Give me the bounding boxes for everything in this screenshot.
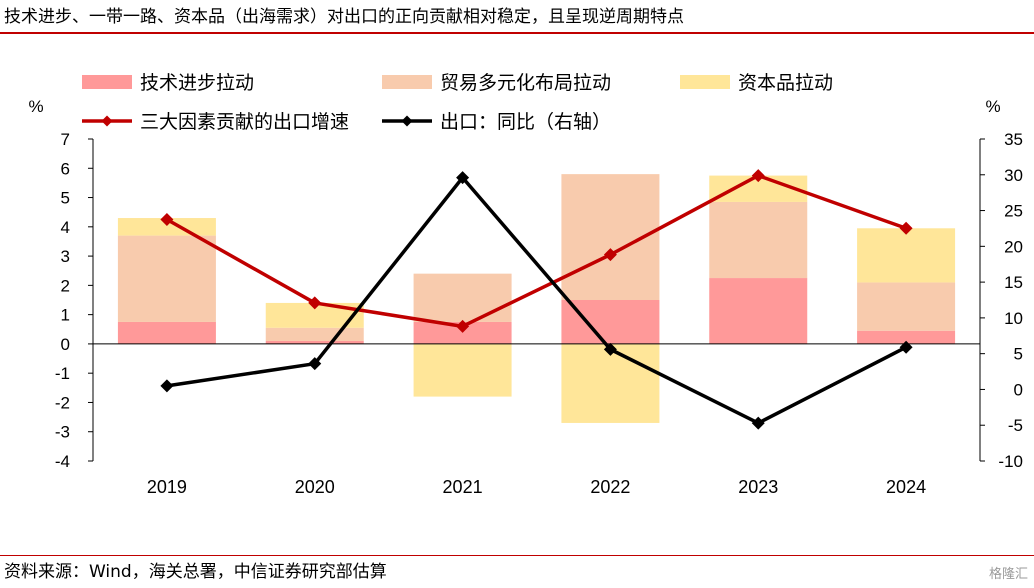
legend-label-出口：同比（右轴）: 出口：同比（右轴）: [440, 111, 611, 133]
marker-出口：同比（右轴）-2019: [160, 379, 174, 393]
bar-贸易多元化布局拉动-2024: [857, 282, 956, 331]
line-出口：同比（右轴）: [166, 175, 907, 425]
bar-资本品拉动-2021: [413, 343, 512, 397]
left-tick-label: 2: [61, 276, 70, 295]
line-三大因素贡献的出口增速: [166, 173, 907, 329]
legend-label-贸易多元化布局拉动: 贸易多元化布局拉动: [440, 72, 611, 94]
left-tick-label: 3: [61, 247, 70, 266]
marker-出口：同比（右轴）-2021: [456, 171, 470, 185]
source-divider: [0, 555, 1034, 556]
left-tick-label: 1: [61, 306, 70, 325]
right-tick-label: -5: [1008, 416, 1023, 435]
legend-marker-三大因素贡献的出口增速: [101, 115, 113, 127]
bar-贸易多元化布局拉动-2020: [265, 327, 364, 341]
x-tick-label-2021: 2021: [443, 477, 483, 497]
bar-资本品拉动-2024: [857, 228, 956, 283]
right-tick-label: 15: [1004, 273, 1023, 292]
legend-label-三大因素贡献的出口增速: 三大因素贡献的出口增速: [140, 111, 349, 133]
marker-出口：同比（右轴）-2020: [308, 357, 322, 371]
marker-三大因素贡献的出口增速-2023: [751, 169, 765, 183]
marker-出口：同比（右轴）-2023: [751, 416, 765, 430]
bar-贸易多元化布局拉动-2023: [709, 201, 808, 279]
legend-marker-出口：同比（右轴）: [401, 115, 413, 127]
bar-技术进步拉动-2022: [561, 300, 660, 344]
marker-出口：同比（右轴）-2022: [603, 342, 617, 356]
left-tick-label: 5: [61, 189, 70, 208]
title-divider: [0, 32, 1034, 34]
x-tick-label-2023: 2023: [738, 477, 778, 497]
bar-贸易多元化布局拉动-2019: [117, 235, 216, 322]
right-tick-label: 25: [1004, 202, 1023, 221]
right-tick-label: 35: [1004, 130, 1023, 149]
bar-技术进步拉动-2020: [265, 340, 364, 344]
right-tick-label: 10: [1004, 309, 1023, 328]
left-tick-label: 4: [61, 218, 70, 237]
marker-三大因素贡献的出口增速-2022: [603, 248, 617, 262]
chart-title: 技术进步、一带一路、资本品（出海需求）对出口的正向贡献相对稳定，且呈现逆周期特点: [4, 7, 684, 27]
legend-label-资本品拉动: 资本品拉动: [738, 72, 833, 94]
marker-三大因素贡献的出口增速-2020: [308, 296, 322, 310]
right-tick-label: -10: [998, 452, 1023, 471]
bar-技术进步拉动-2024: [857, 330, 956, 344]
marker-三大因素贡献的出口增速-2024: [899, 221, 913, 235]
combo-chart: 76543210-1-2-3-4%35302520151050-5-10%201…: [28, 72, 1023, 497]
left-axis-unit: %: [28, 97, 43, 116]
x-tick-label-2020: 2020: [295, 477, 335, 497]
marker-三大因素贡献的出口增速-2019: [160, 213, 174, 226]
left-tick-label: 6: [61, 159, 70, 178]
right-tick-label: 30: [1004, 166, 1023, 185]
right-tick-label: 20: [1004, 237, 1023, 256]
marker-三大因素贡献的出口增速-2021: [456, 319, 470, 333]
x-tick-label-2019: 2019: [147, 477, 187, 497]
left-tick-label: -4: [55, 452, 70, 471]
bar-技术进步拉动-2023: [709, 278, 808, 344]
bar-技术进步拉动-2019: [117, 321, 216, 344]
legend-swatch-贸易多元化布局拉动: [382, 75, 432, 89]
x-tick-label-2024: 2024: [886, 477, 926, 497]
left-tick-label: -3: [55, 423, 70, 442]
left-tick-label: 7: [61, 130, 70, 149]
marker-出口：同比（右轴）-2024: [899, 340, 913, 354]
watermark-logo: 格隆汇: [988, 567, 1028, 582]
bar-资本品拉动-2019: [117, 218, 216, 236]
right-tick-label: 0: [1014, 380, 1023, 399]
legend-swatch-技术进步拉动: [82, 75, 132, 89]
right-tick-label: 5: [1014, 345, 1023, 364]
left-tick-label: -2: [55, 393, 70, 412]
left-tick-label: -1: [55, 364, 70, 383]
bar-资本品拉动-2022: [561, 343, 660, 423]
legend-swatch-资本品拉动: [680, 75, 730, 89]
left-tick-label: 0: [61, 335, 70, 354]
right-axis-unit: %: [985, 97, 1000, 116]
source-note: 资料来源：Wind，海关总署，中信证券研究部估算: [4, 562, 387, 582]
x-tick-label-2022: 2022: [590, 477, 630, 497]
bar-技术进步拉动-2021: [413, 321, 512, 344]
bar-贸易多元化布局拉动-2021: [413, 273, 512, 322]
legend-label-技术进步拉动: 技术进步拉动: [140, 72, 254, 94]
